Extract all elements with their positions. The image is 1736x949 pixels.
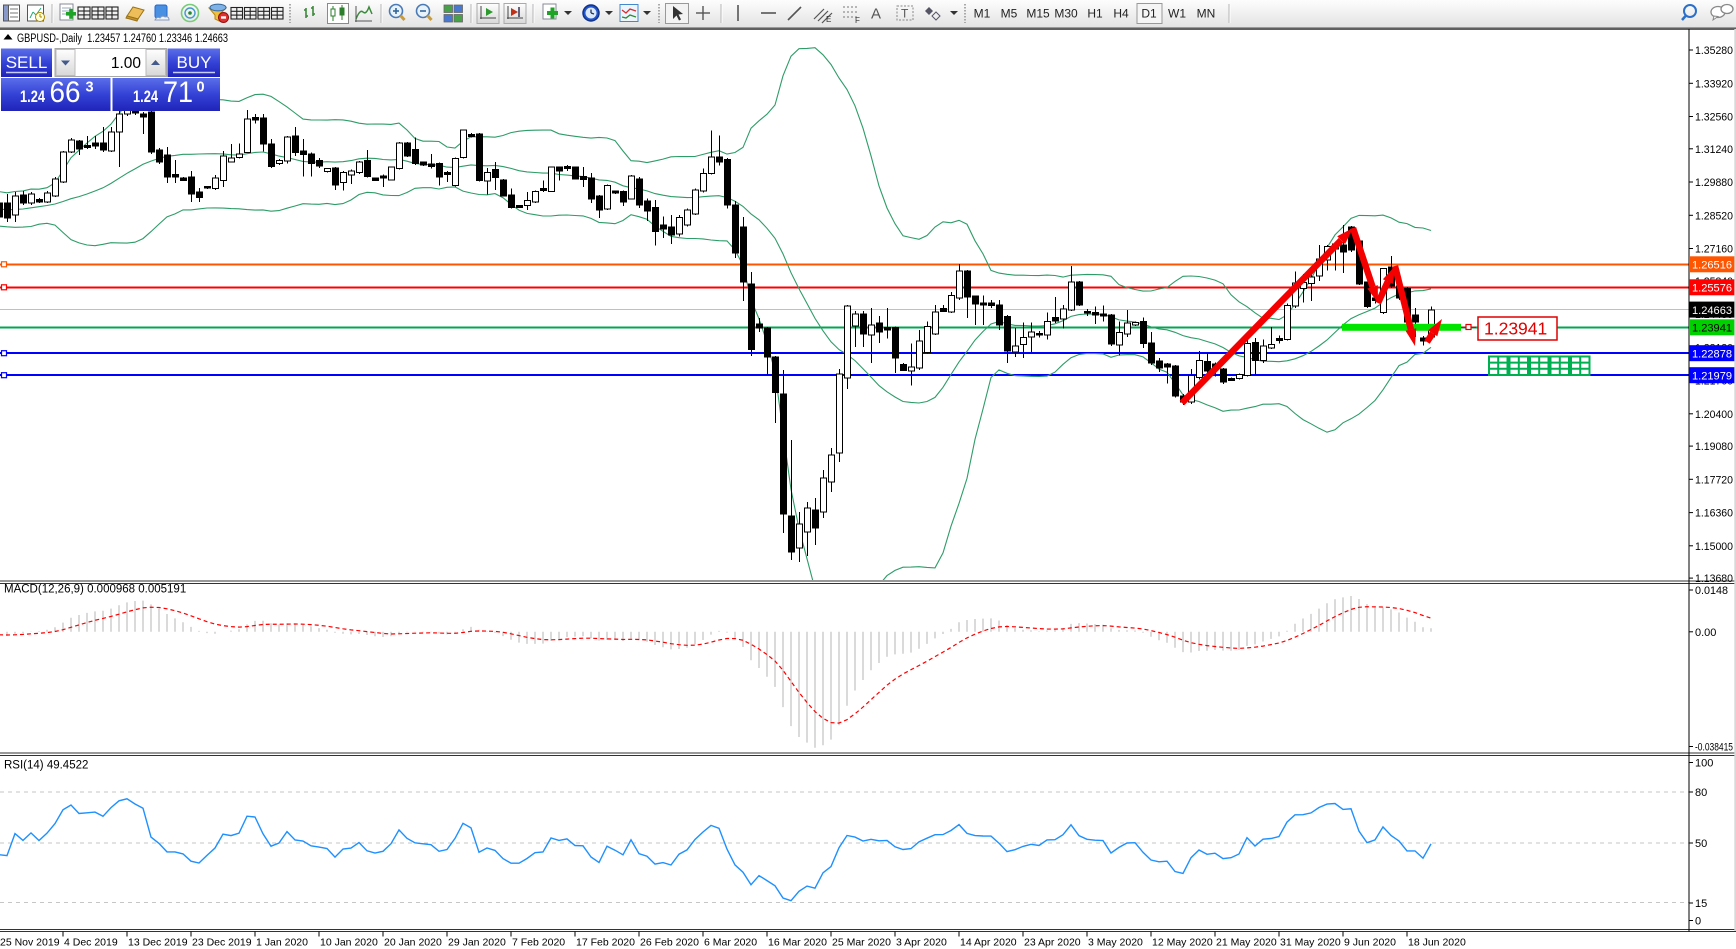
svg-text:W1: W1 xyxy=(1168,7,1186,21)
svg-text:1.27160: 1.27160 xyxy=(1695,244,1733,256)
svg-text:50: 50 xyxy=(1695,838,1707,850)
svg-text:1.23941: 1.23941 xyxy=(1692,323,1732,335)
svg-text:M1: M1 xyxy=(974,7,991,21)
svg-text:16 Mar 2020: 16 Mar 2020 xyxy=(768,937,827,949)
svg-text:21 May 2020: 21 May 2020 xyxy=(1216,937,1277,949)
svg-text:RSI(14) 49.4522: RSI(14) 49.4522 xyxy=(4,760,88,772)
svg-text:0: 0 xyxy=(197,80,205,96)
svg-text:H1: H1 xyxy=(1087,7,1103,21)
svg-text:12 May 2020: 12 May 2020 xyxy=(1152,937,1213,949)
svg-text:H4: H4 xyxy=(1113,7,1129,21)
svg-text:1.15000: 1.15000 xyxy=(1695,541,1733,553)
svg-text:M15: M15 xyxy=(1026,7,1050,21)
svg-text:20 Jan 2020: 20 Jan 2020 xyxy=(384,937,442,949)
svg-text:0: 0 xyxy=(1695,916,1701,928)
svg-text:MN: MN xyxy=(1197,7,1216,21)
svg-text:1.13680: 1.13680 xyxy=(1695,573,1733,585)
svg-text:71: 71 xyxy=(163,76,193,109)
svg-text:10 Jan 2020: 10 Jan 2020 xyxy=(320,937,378,949)
svg-text:A: A xyxy=(871,6,881,23)
svg-text:23 Dec 2019: 23 Dec 2019 xyxy=(192,937,252,949)
svg-text:1.22878: 1.22878 xyxy=(1692,348,1732,360)
svg-text:1.20400: 1.20400 xyxy=(1695,409,1733,421)
svg-text:29 Jan 2020: 29 Jan 2020 xyxy=(448,937,506,949)
svg-text:MACD(12,26,9) 0.000968 0.00519: MACD(12,26,9) 0.000968 0.005191 xyxy=(4,584,186,596)
svg-text:T: T xyxy=(901,7,909,21)
svg-text:1.00: 1.00 xyxy=(111,55,142,72)
svg-text:1.32560: 1.32560 xyxy=(1695,112,1733,124)
svg-text:F: F xyxy=(855,16,860,25)
svg-text:66: 66 xyxy=(50,76,81,109)
svg-text:SELL: SELL xyxy=(6,53,48,72)
svg-text:23 Apr 2020: 23 Apr 2020 xyxy=(1024,937,1081,949)
svg-text:1.28520: 1.28520 xyxy=(1695,210,1733,222)
svg-text:3 May 2020: 3 May 2020 xyxy=(1088,937,1143,949)
svg-text:6 Mar 2020: 6 Mar 2020 xyxy=(704,937,757,949)
svg-text:17 Feb 2020: 17 Feb 2020 xyxy=(576,937,635,949)
svg-text:1.21979: 1.21979 xyxy=(1692,370,1732,382)
svg-text:1.19080: 1.19080 xyxy=(1695,441,1733,453)
svg-text:25 Mar 2020: 25 Mar 2020 xyxy=(832,937,891,949)
svg-text:3 Apr 2020: 3 Apr 2020 xyxy=(896,937,947,949)
svg-text:7 Feb 2020: 7 Feb 2020 xyxy=(512,937,565,949)
svg-text:14 Apr 2020: 14 Apr 2020 xyxy=(960,937,1017,949)
svg-text:31 May 2020: 31 May 2020 xyxy=(1280,937,1341,949)
svg-text:1.31240: 1.31240 xyxy=(1695,144,1733,156)
svg-text:1.26516: 1.26516 xyxy=(1692,260,1732,272)
svg-text:1.24: 1.24 xyxy=(133,87,158,106)
svg-text:4 Dec 2019: 4 Dec 2019 xyxy=(64,937,118,949)
svg-text:18 Jun 2020: 18 Jun 2020 xyxy=(1408,937,1466,949)
svg-text:1.33920: 1.33920 xyxy=(1695,78,1733,90)
svg-text:1.35280: 1.35280 xyxy=(1695,45,1733,57)
svg-text:M30: M30 xyxy=(1054,7,1078,21)
svg-text:15: 15 xyxy=(1695,898,1707,910)
svg-text:1.16360: 1.16360 xyxy=(1695,508,1733,520)
svg-text:3: 3 xyxy=(86,80,94,96)
svg-text:1.24: 1.24 xyxy=(20,87,45,106)
svg-text:1 Jan 2020: 1 Jan 2020 xyxy=(256,937,308,949)
svg-text:1.23941: 1.23941 xyxy=(1484,319,1547,339)
svg-text:13 Dec 2019: 13 Dec 2019 xyxy=(128,937,188,949)
svg-text:D1: D1 xyxy=(1141,7,1157,21)
svg-text:80: 80 xyxy=(1695,787,1707,799)
svg-text:GBPUSD-,Daily 1.23457 1.24760: GBPUSD-,Daily 1.23457 1.24760 1.23346 1.… xyxy=(17,33,228,45)
svg-text:E: E xyxy=(826,15,831,24)
svg-text:1.17720: 1.17720 xyxy=(1695,474,1733,486)
svg-text:1.29880: 1.29880 xyxy=(1695,177,1733,189)
svg-text:26 Feb 2020: 26 Feb 2020 xyxy=(640,937,699,949)
svg-text:9 Jun 2020: 9 Jun 2020 xyxy=(1344,937,1396,949)
svg-text:0.00: 0.00 xyxy=(1695,627,1716,639)
svg-text:0.0148: 0.0148 xyxy=(1695,585,1728,597)
svg-text:1.24663: 1.24663 xyxy=(1692,305,1732,317)
svg-text:BUY: BUY xyxy=(177,53,212,72)
svg-text:-0.038415: -0.038415 xyxy=(1695,742,1733,754)
svg-text:M5: M5 xyxy=(1001,7,1018,21)
svg-text:25 Nov 2019: 25 Nov 2019 xyxy=(0,937,60,949)
svg-text:100: 100 xyxy=(1695,758,1713,770)
svg-text:1.25576: 1.25576 xyxy=(1692,283,1732,295)
